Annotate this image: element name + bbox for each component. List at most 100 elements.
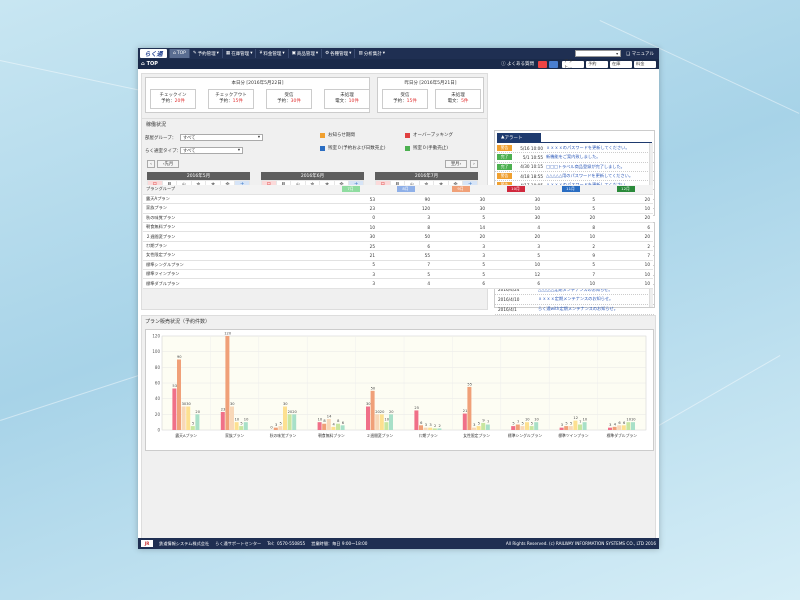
- plan-sales-chart: 0 20 40 60 80 100 120 53 90 30 30 5 20 露天Aプラン 23 120 30 1…: [145, 329, 654, 451]
- room-group-select[interactable]: すべて ▾: [180, 134, 263, 141]
- nav-tab-label: TOP: [176, 51, 186, 56]
- next-arrow-button[interactable]: ›: [470, 160, 478, 168]
- alert-text[interactable]: △△△△△用のパスワードを更新してください。: [546, 173, 634, 179]
- summary-box[interactable]: 未処理 電文：10件: [324, 89, 370, 109]
- room-type-label: らく通室タイプ：: [145, 149, 181, 154]
- quick-buttons: アラート... 予約 在庫 料金: [560, 58, 656, 69]
- room-type-select[interactable]: すべて ▾: [180, 147, 243, 154]
- bar: [292, 414, 297, 430]
- bar: [186, 406, 191, 430]
- news-row[interactable]: 2016/4/1 らく通with定期メンテナンスのお知らせ。: [495, 305, 654, 315]
- quick-button[interactable]: 料金: [634, 60, 656, 68]
- plan-value-cell: 120: [378, 203, 433, 214]
- quick-button[interactable]: 予約: [586, 60, 608, 68]
- table-row[interactable]: 標準ツインプラン 3 5 5 12 7 10: [143, 269, 653, 280]
- news-row[interactable]: 2016/4/24 △△△△△定期メンテナンスのお知らせ。: [495, 285, 654, 296]
- plan-value-cell: 2: [543, 241, 598, 252]
- nav-tab[interactable]: ¥ 料金管理 ▾: [255, 49, 287, 58]
- tag-icon: ¥: [259, 51, 263, 56]
- calendar-title: 2016年6月: [261, 172, 364, 180]
- table-row[interactable]: ｵﾌ期プラン 25 6 3 3 2 2: [143, 241, 653, 252]
- news-row[interactable]: 2016/4/10 ｘｘｘｘ定期メンテナンスのお知らせ。: [495, 295, 654, 305]
- table-row[interactable]: 標準シングルプラン 5 7 5 10 5 10: [143, 260, 653, 271]
- summary-box[interactable]: 受信 予約：30件: [266, 89, 312, 109]
- table-row[interactable]: ２週間変プラン 30 50 20 20 10 20: [143, 231, 653, 242]
- nav-tab[interactable]: ✎ 予約管理 ▾: [188, 49, 222, 58]
- chevron-down-icon: ▾: [282, 51, 285, 56]
- prev-arrow-button[interactable]: ‹: [147, 160, 155, 168]
- table-row[interactable]: 露天Aプラン 53 90 30 30 5 20: [143, 194, 653, 205]
- plan-value-cell: 53: [323, 194, 378, 205]
- alert-row[interactable]: 警告 4/18 18:55 △△△△△用のパスワードを更新してください。: [495, 172, 654, 182]
- alert-scrollbar[interactable]: [649, 143, 653, 215]
- nav-tab-label: 料金管理: [263, 51, 282, 57]
- flag-icon[interactable]: [538, 60, 547, 68]
- yesterday-summary: 昨日分 [2016年5月21日] 受信 予約：15件 未処理 電文：5件: [377, 77, 484, 113]
- chevron-down-icon: ▾: [257, 135, 260, 140]
- bar: [389, 414, 393, 430]
- plan-value-cell: 10: [543, 278, 598, 289]
- bar: [520, 426, 525, 430]
- plan-value-cell: 8: [543, 222, 598, 233]
- app-logo[interactable]: らく通: [140, 49, 167, 58]
- nav-tab-label: 分析集計: [363, 51, 382, 57]
- summary-value: 予約：20件: [151, 98, 195, 104]
- table-row[interactable]: 朝食無料プラン 10 8 14 4 8 6: [143, 222, 653, 233]
- home-icon: ⌂: [173, 51, 176, 56]
- table-row[interactable]: 女性限定プラン 21 55 3 5 9 7: [143, 250, 653, 261]
- plan-value-cell: 20: [543, 213, 598, 224]
- alert-text[interactable]: □□□トラベル商品登録が完了しました。: [546, 163, 625, 169]
- footer: JR 鉄道情報システム株式会社 らく通サポートセンター Tel：0570-550…: [138, 538, 659, 549]
- chevron-down-icon: ▾: [349, 51, 352, 56]
- table-row[interactable]: 秋の味覚プラン 0 3 5 30 20 20: [143, 213, 653, 224]
- plan-value-cell: 21: [323, 250, 378, 261]
- summary-prefix: 予約：: [161, 99, 175, 104]
- plan-value-cell: 6: [598, 222, 653, 233]
- user-select[interactable]: ▾: [575, 50, 622, 57]
- chevron-down-icon: ▾: [216, 51, 219, 56]
- alert-tab[interactable]: ▲ アラート: [497, 133, 541, 142]
- nav-tab[interactable]: ▦ 在庫管理 ▾: [221, 49, 256, 58]
- nav-tab[interactable]: ▥ 分析集計 ▾: [354, 49, 388, 58]
- alert-text[interactable]: 新機能をご案内致しました。: [546, 154, 601, 160]
- bar-value-label: 5: [192, 422, 194, 426]
- bar-value-label: 90: [177, 355, 182, 359]
- summary-box[interactable]: チェックイン 予約：20件: [150, 89, 196, 109]
- profile-icon[interactable]: [549, 60, 558, 68]
- table-row[interactable]: 家族プラン 23 120 30 10 5 10: [143, 203, 653, 214]
- summary-box[interactable]: チェックアウト 予約：15件: [208, 89, 254, 109]
- x-category-label: 家族プラン: [225, 433, 244, 438]
- alert-text[interactable]: ｘｘｘｘのパスワードを更新してください。: [546, 145, 630, 151]
- manual-link[interactable]: ❑ マニュアル: [626, 51, 654, 57]
- x-category-label: 朝食無料プラン: [318, 433, 345, 438]
- nav-tab[interactable]: ⌂ TOP: [169, 49, 189, 58]
- alert-text[interactable]: ｘｘｘｘのパスワードを更新してください。: [546, 182, 630, 188]
- news-text[interactable]: △△△△△定期メンテナンスのお知らせ。: [538, 286, 613, 292]
- bar: [476, 426, 481, 430]
- alert-row[interactable]: 完了 5/1 10:55 新機能をご案内致しました。: [495, 153, 654, 163]
- bar: [414, 410, 419, 430]
- bar: [608, 427, 612, 430]
- quick-button[interactable]: 在庫: [610, 60, 632, 68]
- alert-row[interactable]: 完了 4/30 10:15 □□□トラベル商品登録が完了しました。: [495, 163, 654, 172]
- bar-value-label: 10: [318, 418, 323, 422]
- table-row[interactable]: 標準ダブルプラン 3 4 6 6 10 10: [143, 278, 653, 289]
- faq-link[interactable]: ⓘ よくある質問: [501, 62, 534, 67]
- summary-box[interactable]: 受信 予約：15件: [382, 89, 428, 109]
- quick-button[interactable]: アラート...: [562, 58, 584, 69]
- next-month-button[interactable]: 翌月 ›: [445, 160, 467, 168]
- bar: [485, 424, 490, 430]
- month-column-header: 12月: [598, 185, 653, 195]
- alert-row[interactable]: 警告 5/16 10:00 ｘｘｘｘのパスワードを更新してください。: [495, 144, 654, 154]
- nav-tab[interactable]: ⚙ 各種管理 ▾: [321, 49, 354, 58]
- prev-month-button[interactable]: ‹ 先月: [157, 160, 179, 168]
- summary-box[interactable]: 未処理 電文：5件: [435, 89, 481, 109]
- nav-tab[interactable]: ▣ 商品管理 ▾: [287, 49, 322, 58]
- bar: [278, 426, 283, 430]
- summary-prefix: 予約：: [393, 99, 407, 104]
- bar: [273, 427, 278, 430]
- news-text[interactable]: らく通with定期メンテナンスのお知らせ。: [538, 306, 618, 312]
- plan-value-cell: 5: [543, 260, 598, 271]
- news-text[interactable]: ｘｘｘｘ定期メンテナンスのお知らせ。: [538, 296, 614, 302]
- plan-value-cell: 14: [433, 222, 488, 233]
